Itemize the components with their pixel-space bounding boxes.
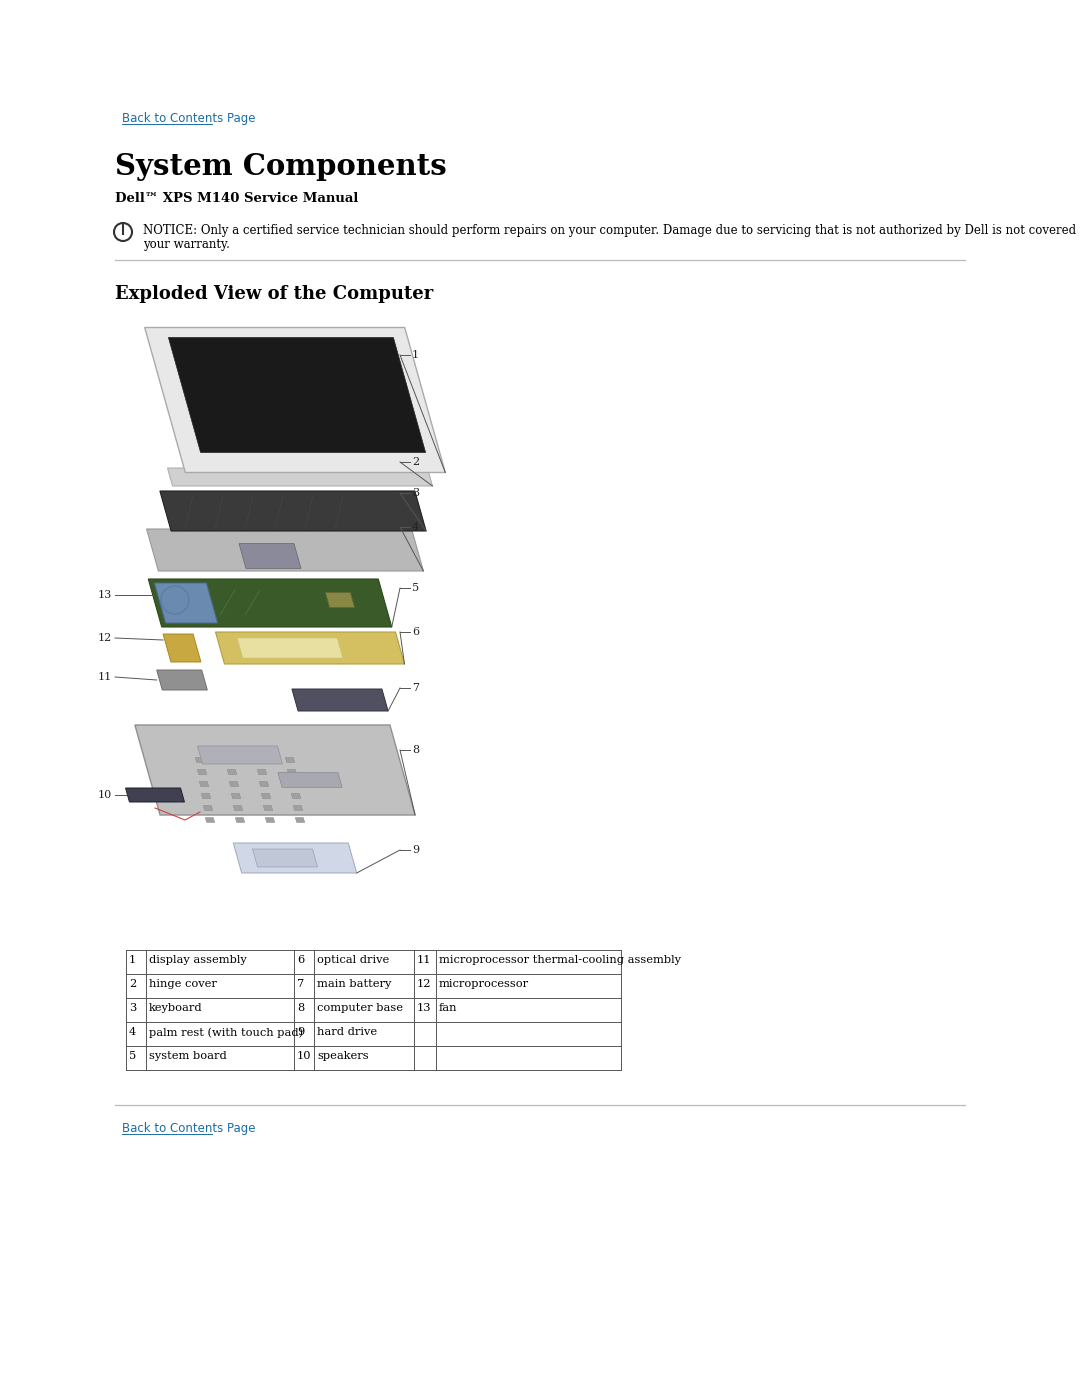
Text: 3: 3 — [411, 488, 419, 497]
Text: 6: 6 — [297, 956, 305, 965]
Polygon shape — [147, 529, 423, 571]
Polygon shape — [226, 757, 234, 763]
Text: display assembly: display assembly — [149, 956, 246, 965]
Text: System Components: System Components — [114, 152, 447, 182]
Text: your warranty.: your warranty. — [143, 237, 230, 251]
Text: Back to Contents Page: Back to Contents Page — [122, 112, 256, 124]
Polygon shape — [278, 773, 342, 788]
Polygon shape — [255, 757, 265, 763]
Polygon shape — [125, 788, 185, 802]
Text: 9: 9 — [411, 845, 419, 855]
Polygon shape — [264, 806, 272, 810]
Polygon shape — [289, 781, 299, 787]
Text: 6: 6 — [411, 627, 419, 637]
Text: 5: 5 — [129, 1051, 136, 1060]
Text: system board: system board — [149, 1051, 227, 1060]
Text: 13: 13 — [417, 1003, 432, 1013]
Polygon shape — [325, 592, 354, 608]
Polygon shape — [231, 793, 241, 799]
Polygon shape — [201, 793, 211, 799]
Text: palm rest (with touch pad): palm rest (with touch pad) — [149, 1027, 303, 1038]
Polygon shape — [292, 689, 388, 711]
Text: microprocessor: microprocessor — [438, 979, 529, 989]
Text: 11: 11 — [417, 956, 432, 965]
Text: microprocessor thermal-cooling assembly: microprocessor thermal-cooling assembly — [438, 956, 681, 965]
Polygon shape — [229, 781, 239, 787]
Text: fan: fan — [438, 1003, 458, 1013]
Polygon shape — [203, 806, 213, 810]
Text: Dell™ XPS M140 Service Manual: Dell™ XPS M140 Service Manual — [114, 191, 359, 205]
Text: 9: 9 — [297, 1027, 305, 1037]
Text: computer base: computer base — [318, 1003, 403, 1013]
Polygon shape — [154, 583, 217, 623]
Polygon shape — [294, 806, 302, 810]
Polygon shape — [235, 817, 245, 823]
Polygon shape — [167, 468, 432, 486]
Polygon shape — [160, 490, 427, 531]
Text: 2: 2 — [129, 979, 136, 989]
Polygon shape — [168, 338, 426, 453]
Polygon shape — [163, 634, 201, 662]
Polygon shape — [227, 770, 237, 774]
Text: 8: 8 — [297, 1003, 305, 1013]
Polygon shape — [148, 578, 392, 627]
Text: main battery: main battery — [318, 979, 391, 989]
Polygon shape — [253, 849, 318, 868]
Text: 2: 2 — [411, 457, 419, 467]
Polygon shape — [195, 757, 205, 763]
Text: 1: 1 — [411, 351, 419, 360]
Text: 5: 5 — [411, 583, 419, 592]
Text: speakers: speakers — [318, 1051, 368, 1060]
Polygon shape — [205, 817, 215, 823]
Polygon shape — [239, 543, 301, 569]
Polygon shape — [157, 671, 207, 690]
Polygon shape — [257, 770, 267, 774]
Text: 1: 1 — [129, 956, 136, 965]
Text: 11: 11 — [98, 672, 112, 682]
Text: NOTICE: Only a certified service technician should perform repairs on your compu: NOTICE: Only a certified service technic… — [143, 224, 1080, 237]
Polygon shape — [238, 638, 342, 658]
Polygon shape — [292, 793, 300, 799]
Polygon shape — [287, 770, 297, 774]
Text: 13: 13 — [98, 590, 112, 599]
Text: optical drive: optical drive — [318, 956, 389, 965]
Text: 3: 3 — [129, 1003, 136, 1013]
Polygon shape — [198, 770, 206, 774]
Polygon shape — [266, 817, 274, 823]
Text: Exploded View of the Computer: Exploded View of the Computer — [114, 285, 433, 303]
Text: hard drive: hard drive — [318, 1027, 377, 1037]
Text: Back to Contents Page: Back to Contents Page — [122, 1122, 256, 1134]
Polygon shape — [261, 793, 271, 799]
Polygon shape — [259, 781, 269, 787]
Polygon shape — [198, 746, 283, 764]
Text: keyboard: keyboard — [149, 1003, 203, 1013]
Polygon shape — [216, 631, 405, 664]
Text: 12: 12 — [98, 633, 112, 643]
Text: 4: 4 — [129, 1027, 136, 1037]
Text: 7: 7 — [297, 979, 305, 989]
Polygon shape — [222, 458, 240, 468]
Text: 4: 4 — [411, 522, 419, 532]
Polygon shape — [285, 757, 295, 763]
Text: 10: 10 — [297, 1051, 311, 1060]
Text: 10: 10 — [98, 789, 112, 800]
Polygon shape — [295, 817, 305, 823]
Polygon shape — [135, 725, 415, 814]
Polygon shape — [233, 806, 243, 810]
Polygon shape — [233, 842, 356, 873]
Polygon shape — [145, 327, 445, 472]
Text: 12: 12 — [417, 979, 432, 989]
Polygon shape — [330, 455, 355, 465]
Text: 8: 8 — [411, 745, 419, 754]
Polygon shape — [200, 781, 208, 787]
Text: hinge cover: hinge cover — [149, 979, 217, 989]
Text: 7: 7 — [411, 683, 419, 693]
